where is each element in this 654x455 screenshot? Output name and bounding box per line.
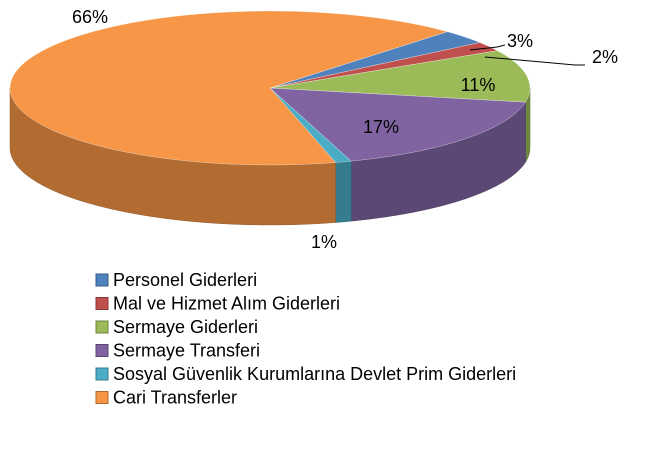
data-label: 3% — [507, 31, 533, 51]
data-label: 1% — [311, 232, 337, 252]
data-label: 66% — [72, 7, 108, 27]
legend-swatch — [95, 297, 109, 310]
legend-label: Personel Giderleri — [113, 270, 257, 290]
legend-label: Sosyal Güvenlik Kurumlarına Devlet Prim … — [113, 364, 516, 384]
legend-swatch — [95, 391, 109, 404]
leader-line — [469, 44, 506, 51]
legend-swatch — [95, 344, 109, 357]
data-label: 11% — [461, 75, 496, 95]
pie-side — [335, 160, 352, 223]
legend: Personel Giderleri Mal ve Hizmet Alım Gid… — [95, 270, 516, 407]
legend-label: Sermaye Giderleri — [113, 317, 258, 337]
legend-label: Sermaye Transferi — [113, 340, 260, 360]
legend-label: Cari Transferler — [113, 387, 237, 407]
pie-slice — [269, 50, 531, 103]
legend-swatch — [95, 273, 109, 287]
leader-line — [484, 56, 585, 66]
pie-tops — [9, 10, 531, 166]
legend-label: Mal ve Hizmet Alım Giderleri — [113, 293, 340, 313]
data-label: 2% — [592, 47, 618, 67]
data-labels: 3% 2% 11% 17% 1% 66% — [72, 7, 618, 252]
data-label: 17% — [363, 117, 399, 137]
pie-slice — [9, 10, 448, 166]
pie-sides — [9, 87, 531, 226]
legend-swatch — [95, 367, 109, 381]
pie-slice — [269, 87, 526, 162]
legend-swatch — [95, 320, 109, 334]
